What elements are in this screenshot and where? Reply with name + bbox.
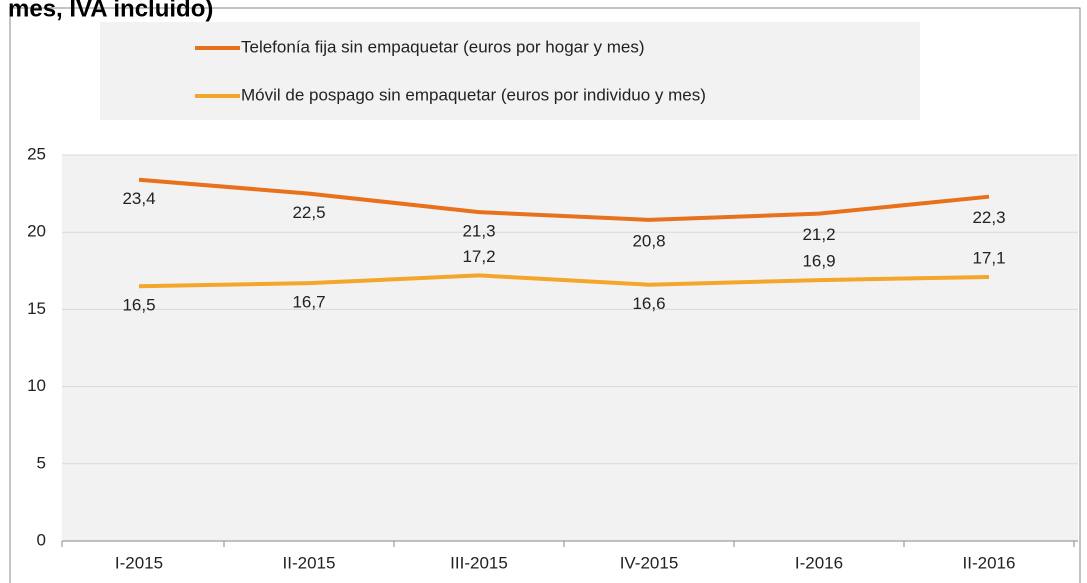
data-label: 16,5 bbox=[122, 296, 155, 315]
legend-box bbox=[100, 22, 920, 120]
data-label: 21,2 bbox=[802, 225, 835, 244]
x-tick-label: III-2015 bbox=[450, 553, 508, 572]
y-tick-label: 5 bbox=[37, 453, 46, 472]
series-line bbox=[138, 273, 990, 289]
data-label: 17,2 bbox=[462, 247, 495, 266]
y-tick-label: 0 bbox=[37, 530, 46, 549]
chart-title: mes, IVA incluido) bbox=[8, 0, 213, 22]
y-tick-label: 10 bbox=[27, 376, 46, 395]
data-label: 16,7 bbox=[292, 293, 325, 312]
data-label: 22,5 bbox=[292, 203, 325, 222]
legend-label: Móvil de pospago sin empaquetar (euros p… bbox=[241, 85, 706, 104]
data-label: 17,1 bbox=[972, 248, 1005, 267]
data-label: 16,6 bbox=[632, 294, 665, 313]
x-tick-label: IV-2015 bbox=[620, 553, 679, 572]
x-tick-label: I-2016 bbox=[795, 553, 843, 572]
x-tick-label: II-2016 bbox=[963, 553, 1016, 572]
data-label: 22,3 bbox=[972, 208, 1005, 227]
data-label: 16,9 bbox=[802, 252, 835, 271]
series-line bbox=[138, 177, 990, 222]
legend-label: Telefonía fija sin empaquetar (euros por… bbox=[241, 37, 644, 56]
x-tick-label: II-2015 bbox=[283, 553, 336, 572]
y-tick-label: 20 bbox=[27, 222, 46, 241]
plot-area bbox=[62, 155, 1078, 541]
data-label: 23,4 bbox=[122, 189, 155, 208]
y-tick-label: 15 bbox=[27, 299, 46, 318]
data-label: 21,3 bbox=[462, 222, 495, 241]
x-tick-label: I-2015 bbox=[115, 553, 163, 572]
y-tick-label: 25 bbox=[27, 144, 46, 163]
data-label: 20,8 bbox=[632, 231, 665, 250]
